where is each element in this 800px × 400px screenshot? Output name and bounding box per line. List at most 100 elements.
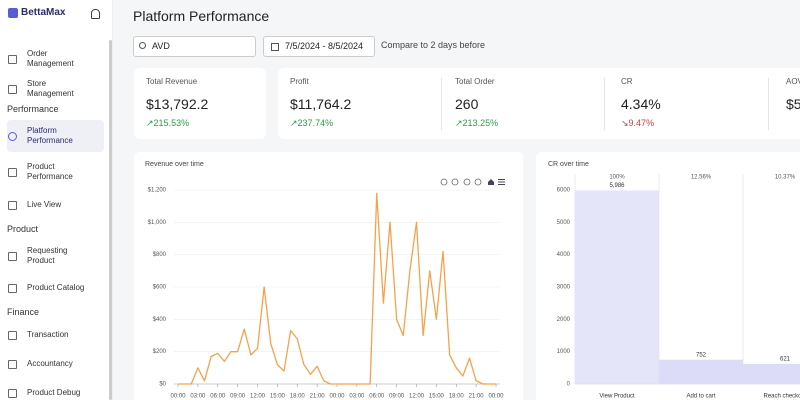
chart-title: CR over time: [548, 161, 589, 168]
y-tick-label: 4000: [557, 252, 571, 258]
kpi-change-value: 215.53%: [153, 118, 190, 128]
kpi-card: [134, 68, 266, 139]
toolbar-icon: [463, 178, 471, 186]
kpi-label: AOV: [786, 77, 800, 86]
x-tick-label: 21:00: [310, 394, 326, 400]
x-tick-label: View Product: [599, 394, 635, 400]
divider: [604, 78, 605, 130]
scrollbar: [109, 40, 112, 400]
y-tick-label: 5000: [557, 220, 571, 226]
section-title: Finance: [7, 307, 40, 317]
trend-arrow: ↘: [621, 118, 629, 128]
x-tick-label: 09:00: [230, 394, 246, 400]
x-tick-label: Add to cart: [686, 394, 715, 400]
nav-icon: [8, 167, 17, 177]
kpi-change-value: 237.74%: [297, 118, 334, 128]
nav-item[interactable]: Order Management: [8, 49, 89, 69]
nav-label: Accountancy: [27, 359, 73, 368]
divider: [768, 78, 769, 130]
x-tick-label: 06:00: [369, 394, 385, 400]
value-label: 5,986: [609, 183, 625, 189]
active-bg: [7, 120, 104, 152]
y-tick-label: 6000: [557, 188, 571, 194]
chart-title: Revenue over time: [145, 161, 204, 168]
nav-item[interactable]: Accountancy: [8, 359, 89, 369]
nav-icon: [8, 84, 17, 94]
divider: [441, 78, 442, 130]
nav-icon: [8, 54, 17, 64]
toolbar-icon: [440, 178, 448, 186]
x-tick-label: 06:00: [210, 394, 226, 400]
rate-label: 12.56%: [691, 175, 712, 181]
section-title: Performance: [7, 104, 59, 114]
nav-item[interactable]: Platform Performance: [8, 126, 89, 146]
nav-icon: [8, 131, 17, 141]
nav-item[interactable]: Product Performance: [8, 162, 89, 182]
nav-label: Product Catalog: [27, 283, 85, 292]
kpi-value: $13,792.2: [146, 96, 209, 112]
y-tick-label: $400: [153, 317, 167, 323]
y-tick-label: $0: [159, 382, 166, 388]
rate-label: 100%: [609, 175, 625, 181]
sidebar: BettaMax Order Management Store Managemen…: [0, 0, 113, 400]
y-tick-label: 1000: [557, 349, 571, 355]
x-tick-label: 12:00: [250, 394, 266, 400]
bar: [659, 359, 743, 384]
value-label: 621: [780, 356, 791, 362]
toolbar-icon: [451, 178, 459, 186]
nav-icon: [8, 200, 17, 210]
date-text: 7/5/2024 - 8/5/2024: [285, 41, 364, 51]
nav-label: Order Management: [27, 49, 74, 68]
nav-label: Platform Performance: [27, 126, 73, 145]
nav-item[interactable]: Store Management: [8, 79, 89, 99]
cr-chart: CR over time 0 1000 2000 3000 4000 5000 6000 100…: [548, 161, 800, 400]
kpi-change: ↗215.53%: [146, 118, 189, 129]
kpi-label: Profit: [290, 77, 309, 86]
kpi-change-value: 9.47%: [628, 118, 655, 128]
x-tick-label: 18:00: [290, 394, 306, 400]
x-tick-label: 15:00: [429, 394, 445, 400]
nav-item[interactable]: Product Debug: [8, 388, 89, 398]
date-picker[interactable]: 7/5/2024 - 8/5/2024: [263, 36, 375, 57]
bar: [743, 363, 800, 384]
nav-item[interactable]: Product Catalog: [8, 283, 89, 293]
nav-label: Product Performance: [27, 162, 73, 181]
kpi-value: $11,764.2: [290, 96, 352, 112]
y-tick-label: 0: [567, 382, 571, 388]
revenue-chart: Revenue over time $0 $200 $400 $600 $800 $1,00…: [145, 161, 505, 400]
logo-icon: [8, 8, 18, 18]
x-tick-label: 09:00: [389, 394, 405, 400]
nav-icon: [8, 251, 17, 261]
nav-icon: [8, 388, 17, 398]
y-tick-label: $800: [153, 252, 167, 258]
search-box[interactable]: AVD: [133, 36, 256, 57]
trend-arrow: ↗: [146, 118, 154, 128]
rate-label: 10.37%: [775, 175, 796, 181]
cr-card: CR over time 0 1000 2000 3000 4000 5000 6000 100…: [536, 152, 800, 400]
nav-icon: [8, 359, 17, 369]
kpi-label: CR: [621, 77, 633, 86]
nav-label: Requesting Product: [27, 246, 68, 265]
value-label: 752: [696, 352, 707, 358]
kpi-label: Total Order: [455, 77, 495, 86]
kpi-change-value: 213.25%: [462, 118, 499, 128]
toolbar-home: [488, 179, 494, 185]
y-tick-label: 3000: [557, 285, 571, 291]
nav-label: Live View: [27, 200, 62, 209]
search-text: AVD: [152, 41, 170, 51]
toolbar-icon: [474, 178, 482, 186]
nav-item[interactable]: Transaction: [8, 330, 89, 340]
nav-icon: [8, 330, 17, 340]
x-tick-label: 18:00: [449, 394, 465, 400]
nav-item[interactable]: Live View: [8, 200, 89, 210]
nav-item[interactable]: Requesting Product: [8, 246, 89, 266]
search-icon: [139, 42, 146, 49]
y-tick-label: $200: [153, 349, 167, 355]
kpi-change: ↗237.74%: [290, 118, 333, 129]
section-title: Product: [7, 224, 39, 234]
bell-icon[interactable]: [91, 9, 100, 19]
calendar-icon: [271, 43, 279, 51]
trend-arrow: ↗: [290, 118, 298, 128]
y-tick-label: $1,200: [148, 188, 167, 194]
